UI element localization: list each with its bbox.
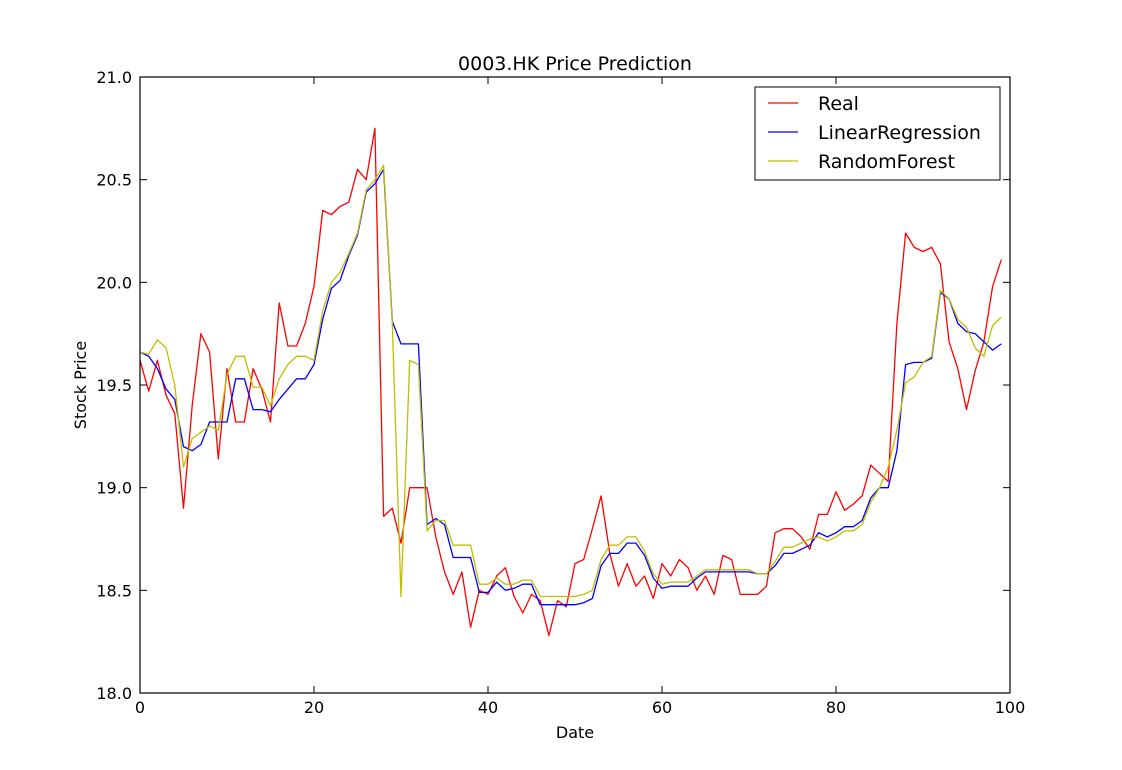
series-line-randomforest <box>139 164 1002 598</box>
y-tick-label: 20.0 <box>96 273 132 292</box>
x-tick-label: 20 <box>304 698 324 717</box>
y-axis-label: Stock Price <box>71 341 90 429</box>
y-tick-label: 20.5 <box>96 171 132 190</box>
legend-label-linearregression: LinearRegression <box>818 122 981 144</box>
series-line-linearregression <box>139 168 1002 606</box>
ticks: 0 20 40 60 80 100 18.0 18.5 19.0 19.5 20.0 20.5 21.0 <box>96 68 1025 717</box>
chart-title: 0003.HK Price Prediction <box>458 53 692 75</box>
y-tick-label: 18.5 <box>96 581 132 600</box>
legend-label-real: Real <box>818 93 859 115</box>
legend: Real LinearRegression RandomForest <box>754 86 1001 181</box>
x-tick-label: 100 <box>995 698 1026 717</box>
y-tick-label: 19.0 <box>96 479 132 498</box>
x-axis-label: Date <box>556 723 594 742</box>
x-tick-label: 40 <box>478 698 498 717</box>
x-tick-label: 80 <box>826 698 846 717</box>
x-tick-label: 60 <box>652 698 672 717</box>
plot-area <box>139 127 1002 637</box>
y-tick-label: 18.0 <box>96 684 132 703</box>
y-tick-label: 19.5 <box>96 376 132 395</box>
x-tick-label: 0 <box>135 698 145 717</box>
legend-label-randomforest: RandomForest <box>818 151 955 173</box>
series-line-real <box>139 127 1002 637</box>
y-tick-label: 21.0 <box>96 68 132 87</box>
